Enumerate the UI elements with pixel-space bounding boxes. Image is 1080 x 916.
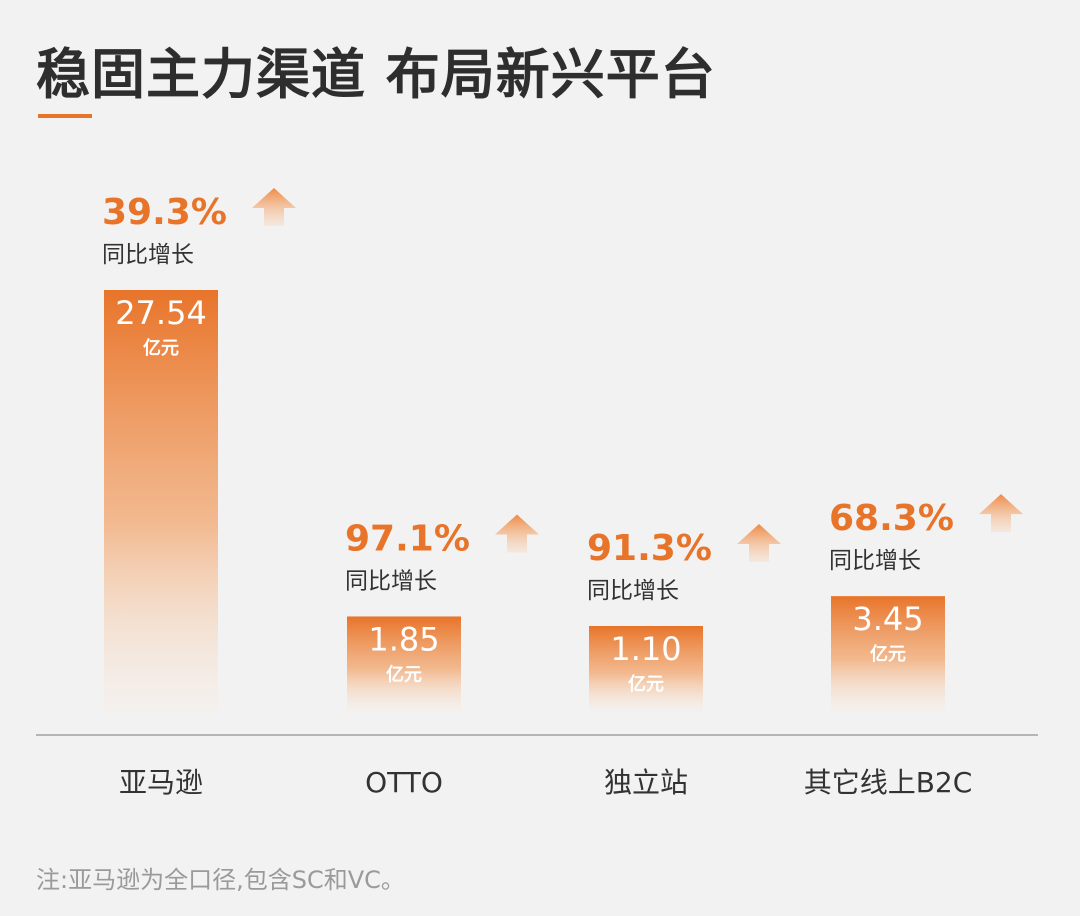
category-label: 独立站 bbox=[604, 766, 688, 799]
up-arrow-icon bbox=[737, 524, 781, 562]
bar bbox=[589, 626, 703, 712]
growth-percent-label: 68.3% bbox=[829, 498, 954, 539]
bar-value-label: 3.45 bbox=[852, 600, 923, 638]
bar-unit-label: 亿元 bbox=[628, 673, 664, 695]
bar bbox=[347, 616, 461, 712]
bar-value-label: 1.10 bbox=[610, 630, 681, 668]
bar-unit-label: 亿元 bbox=[143, 337, 179, 359]
growth-caption-label: 同比增长 bbox=[587, 578, 679, 604]
bar-unit-label: 亿元 bbox=[870, 643, 906, 665]
category-label: OTTO bbox=[365, 766, 443, 799]
bar-unit-label: 亿元 bbox=[386, 663, 422, 685]
up-arrow-icon bbox=[979, 494, 1023, 533]
bar-value-label: 27.54 bbox=[115, 294, 207, 332]
title-underline bbox=[38, 114, 92, 118]
growth-percent-label: 39.3% bbox=[102, 192, 227, 233]
bar-value-label: 1.85 bbox=[368, 620, 439, 658]
category-label: 其它线上B2C bbox=[804, 766, 973, 799]
footnote: 注:亚马逊为全口径,包含SC和VC。 bbox=[36, 866, 405, 894]
category-label: 亚马逊 bbox=[119, 766, 203, 799]
bar bbox=[831, 596, 945, 712]
growth-caption-label: 同比增长 bbox=[102, 242, 194, 268]
growth-caption-label: 同比增长 bbox=[829, 548, 921, 574]
page-title: 稳固主力渠道 布局新兴平台 bbox=[36, 43, 716, 106]
growth-percent-label: 97.1% bbox=[345, 518, 470, 559]
growth-percent-label: 91.3% bbox=[587, 528, 712, 569]
bar bbox=[104, 290, 218, 712]
up-arrow-icon bbox=[252, 188, 296, 226]
growth-caption-label: 同比增长 bbox=[345, 568, 437, 594]
up-arrow-icon bbox=[495, 514, 539, 553]
